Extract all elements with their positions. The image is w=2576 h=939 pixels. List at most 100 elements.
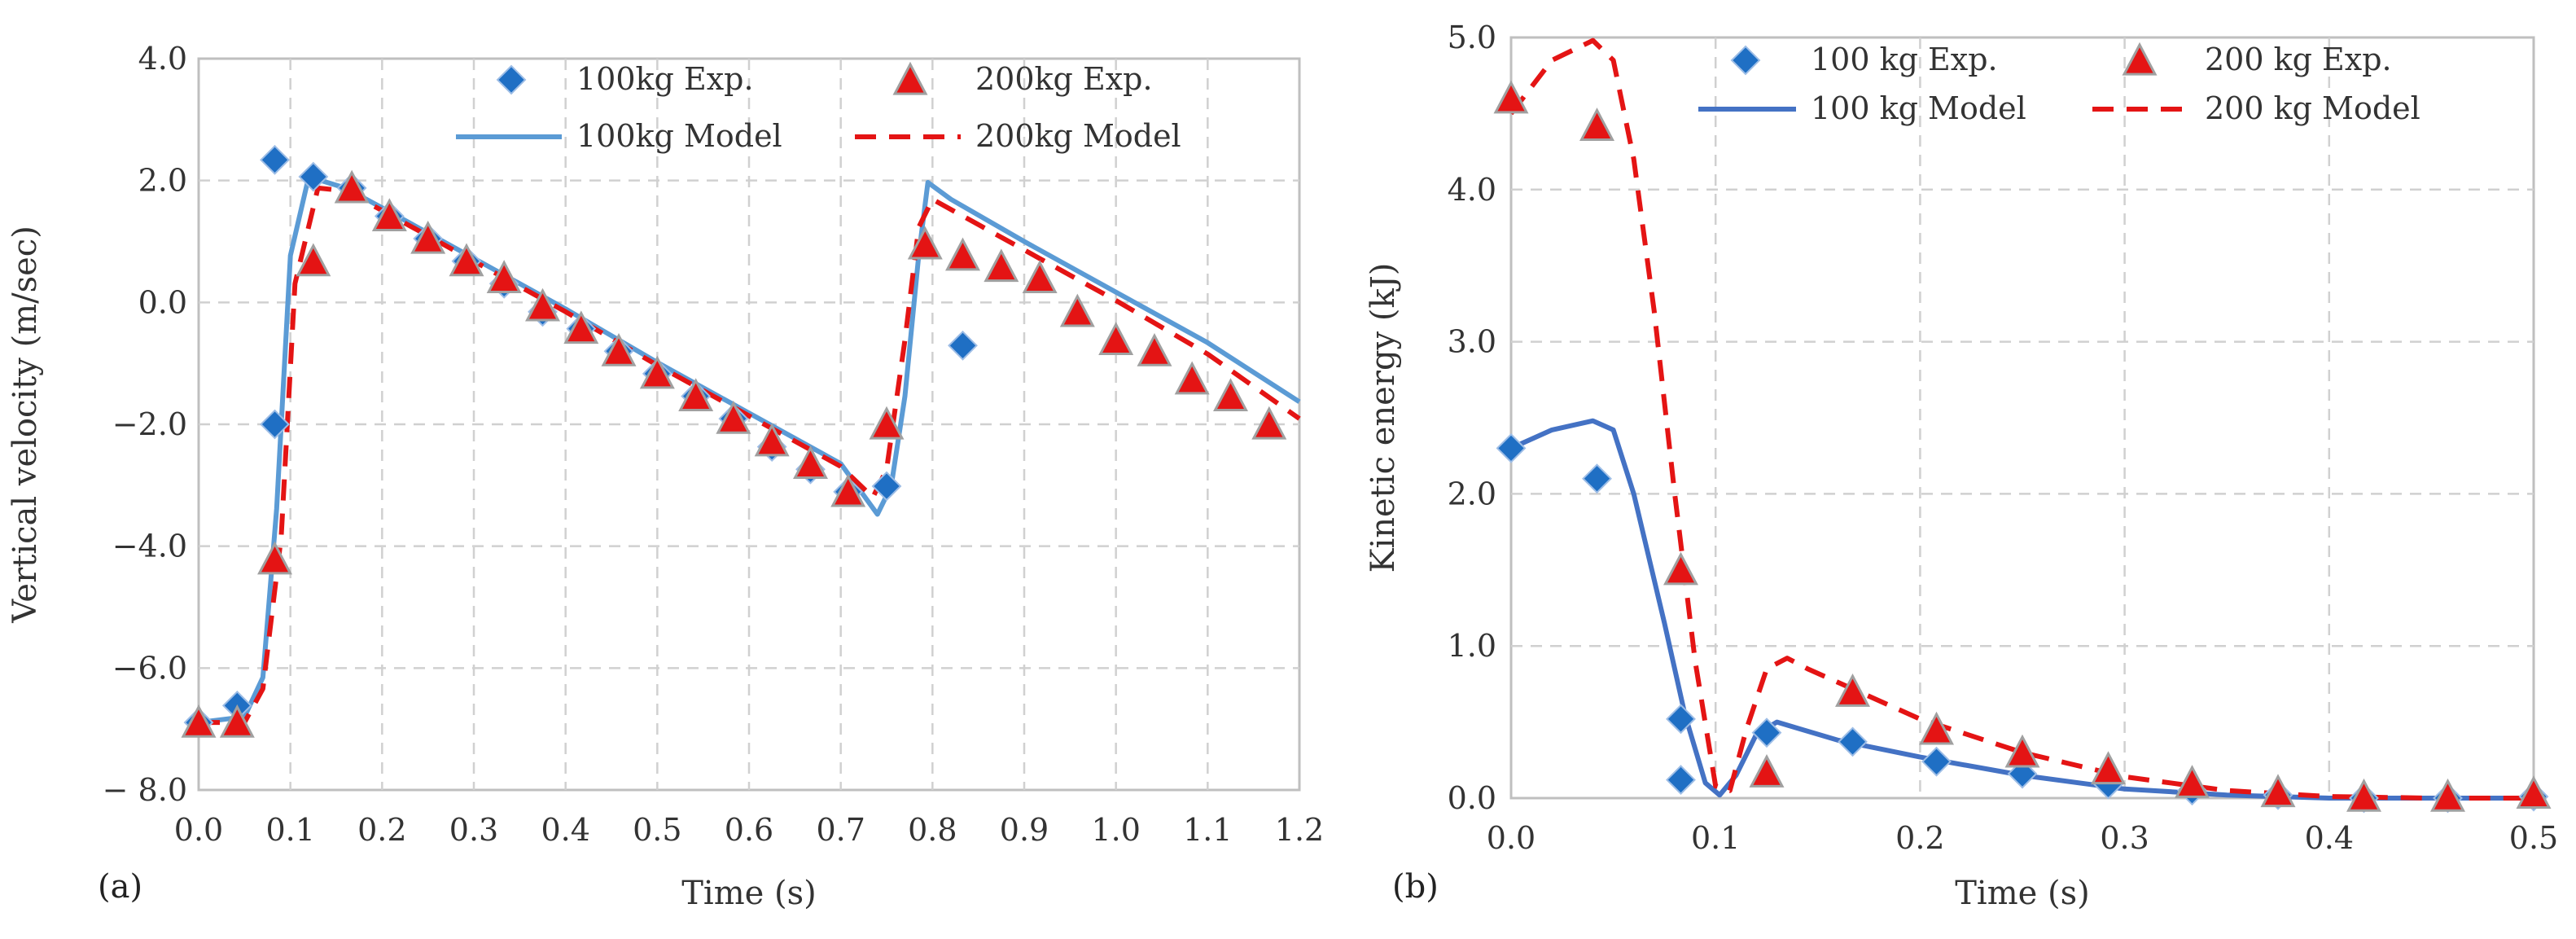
data-point-diamond xyxy=(1666,704,1696,735)
data-point-triangle xyxy=(2260,774,2296,808)
legend-label: 200 kg Model xyxy=(2205,90,2420,126)
data-point-triangle xyxy=(2004,734,2040,768)
x-tick-label: 0.3 xyxy=(449,812,498,848)
x-tick-label: 0.4 xyxy=(541,812,589,848)
y-tick-label: −6.0 xyxy=(112,650,187,686)
y-tick-label: 2.0 xyxy=(1448,476,1496,511)
chart-panel-a: 0.0 0.1 0.2 0.3 0.4 0.5 0.6 0.7 0.8 0.9 1.0 1.1 1.2 −… xyxy=(7,41,1324,912)
panel-label: (a) xyxy=(98,868,142,906)
chart-panel-b: 0.0 0.1 0.2 0.3 0.4 0.5 0.0 1.0 2.0 3.0 4.0 5.0 Time… xyxy=(1365,20,2558,912)
data-point-triangle xyxy=(257,541,292,575)
data-point-diamond xyxy=(260,409,290,440)
data-point-triangle xyxy=(984,248,1019,283)
series-line-200kg-model xyxy=(199,185,1301,726)
data-point-triangle xyxy=(678,378,714,412)
legend-label: 100 kg Model xyxy=(1811,90,2026,126)
data-point-diamond xyxy=(1582,463,1612,494)
data-point-triangle xyxy=(754,423,790,457)
x-tick-label: 0.3 xyxy=(2100,820,2149,856)
data-point-triangle xyxy=(1919,711,1954,745)
y-tick-label: 2.0 xyxy=(138,163,187,199)
data-point-triangle xyxy=(2346,778,2381,812)
data-point-triangle xyxy=(1251,406,1287,440)
x-tick-label: 0.5 xyxy=(2509,820,2558,856)
x-tick-label: 1.0 xyxy=(1091,812,1140,848)
data-point-triangle xyxy=(449,243,484,277)
data-point-triangle xyxy=(2091,751,2126,785)
x-tick-label: 0.2 xyxy=(1895,820,1944,856)
legend-label: 200kg Model xyxy=(975,118,1181,154)
x-tick-label: 1.2 xyxy=(1275,812,1324,848)
x-tick-label: 0.8 xyxy=(908,812,957,848)
x-tick-label: 0.2 xyxy=(357,812,406,848)
x-axis-title: Time (s) xyxy=(681,875,817,912)
y-tick-label: 0.0 xyxy=(138,284,187,320)
legend-label: 100kg Exp. xyxy=(576,61,754,97)
data-point-triangle xyxy=(945,237,980,271)
x-tick-label: 0.6 xyxy=(725,812,773,848)
legend-swatch-diamond xyxy=(496,64,527,95)
legend-label: 200kg Exp. xyxy=(975,61,1153,97)
legend-swatch-diamond xyxy=(1730,45,1761,76)
data-point-triangle xyxy=(525,287,560,322)
y-axis-title: Vertical velocity (m/sec) xyxy=(7,226,44,624)
y-axis-title: Kinetic energy (kJ) xyxy=(1365,263,1402,573)
data-point-diamond xyxy=(1666,765,1696,795)
data-point-triangle xyxy=(2516,775,2552,809)
data-point-diamond xyxy=(298,161,329,192)
x-tick-label: 0.1 xyxy=(265,812,314,848)
y-tick-label: 5.0 xyxy=(1448,20,1496,55)
data-point-triangle xyxy=(1098,322,1134,355)
legend-label: 100kg Model xyxy=(576,118,782,154)
data-point-diamond xyxy=(1496,432,1527,463)
y-tick-label: 4.0 xyxy=(138,41,187,77)
y-tick-label: 0.0 xyxy=(1448,780,1496,816)
data-point-triangle xyxy=(1749,754,1785,788)
data-point-triangle xyxy=(1663,551,1698,586)
data-point-triangle xyxy=(2430,778,2465,812)
data-point-triangle xyxy=(2175,765,2210,798)
x-tick-label: 0.5 xyxy=(633,812,681,848)
data-point-triangle xyxy=(793,445,828,479)
data-point-triangle xyxy=(601,332,637,366)
data-point-diamond xyxy=(260,144,290,175)
panel-label: (b) xyxy=(1392,868,1439,906)
x-tick-label: 1.1 xyxy=(1183,812,1232,848)
data-point-triangle xyxy=(907,226,943,260)
data-point-triangle xyxy=(639,355,675,389)
x-axis-title: Time (s) xyxy=(1955,875,2090,912)
data-point-triangle xyxy=(1137,332,1172,366)
data-point-triangle xyxy=(1579,108,1614,141)
data-point-diamond xyxy=(1751,717,1782,748)
data-point-diamond xyxy=(948,330,978,361)
data-point-triangle xyxy=(410,220,446,254)
x-tick-label: 0.0 xyxy=(1487,820,1536,856)
y-tick-label: −4.0 xyxy=(112,529,187,564)
data-point-triangle xyxy=(219,704,255,738)
data-point-triangle xyxy=(371,198,407,232)
data-point-triangle xyxy=(830,473,866,507)
x-tick-label: 0.0 xyxy=(174,812,223,848)
data-point-diamond xyxy=(1921,746,1952,777)
data-point-triangle xyxy=(296,243,331,277)
legend-swatch-triangle xyxy=(2122,42,2158,76)
y-tick-label: 4.0 xyxy=(1448,172,1496,208)
series-line-200-kg-model xyxy=(1509,37,2534,801)
x-tick-label: 0.7 xyxy=(816,812,865,848)
data-point-diamond xyxy=(1838,726,1868,757)
data-point-triangle xyxy=(563,310,599,344)
y-tick-label: − 8.0 xyxy=(103,772,187,808)
data-point-diamond xyxy=(871,471,902,502)
data-point-triangle xyxy=(334,169,370,204)
data-point-triangle xyxy=(1493,80,1529,114)
data-point-triangle xyxy=(1835,674,1870,707)
y-tick-label: −2.0 xyxy=(112,406,187,442)
y-tick-label: 3.0 xyxy=(1448,324,1496,360)
data-point-triangle xyxy=(869,406,905,440)
data-point-triangle xyxy=(1213,378,1248,412)
data-point-triangle xyxy=(1022,260,1058,293)
data-point-triangle xyxy=(486,260,522,293)
x-tick-label: 0.1 xyxy=(1691,820,1740,856)
data-point-triangle xyxy=(1174,361,1210,395)
